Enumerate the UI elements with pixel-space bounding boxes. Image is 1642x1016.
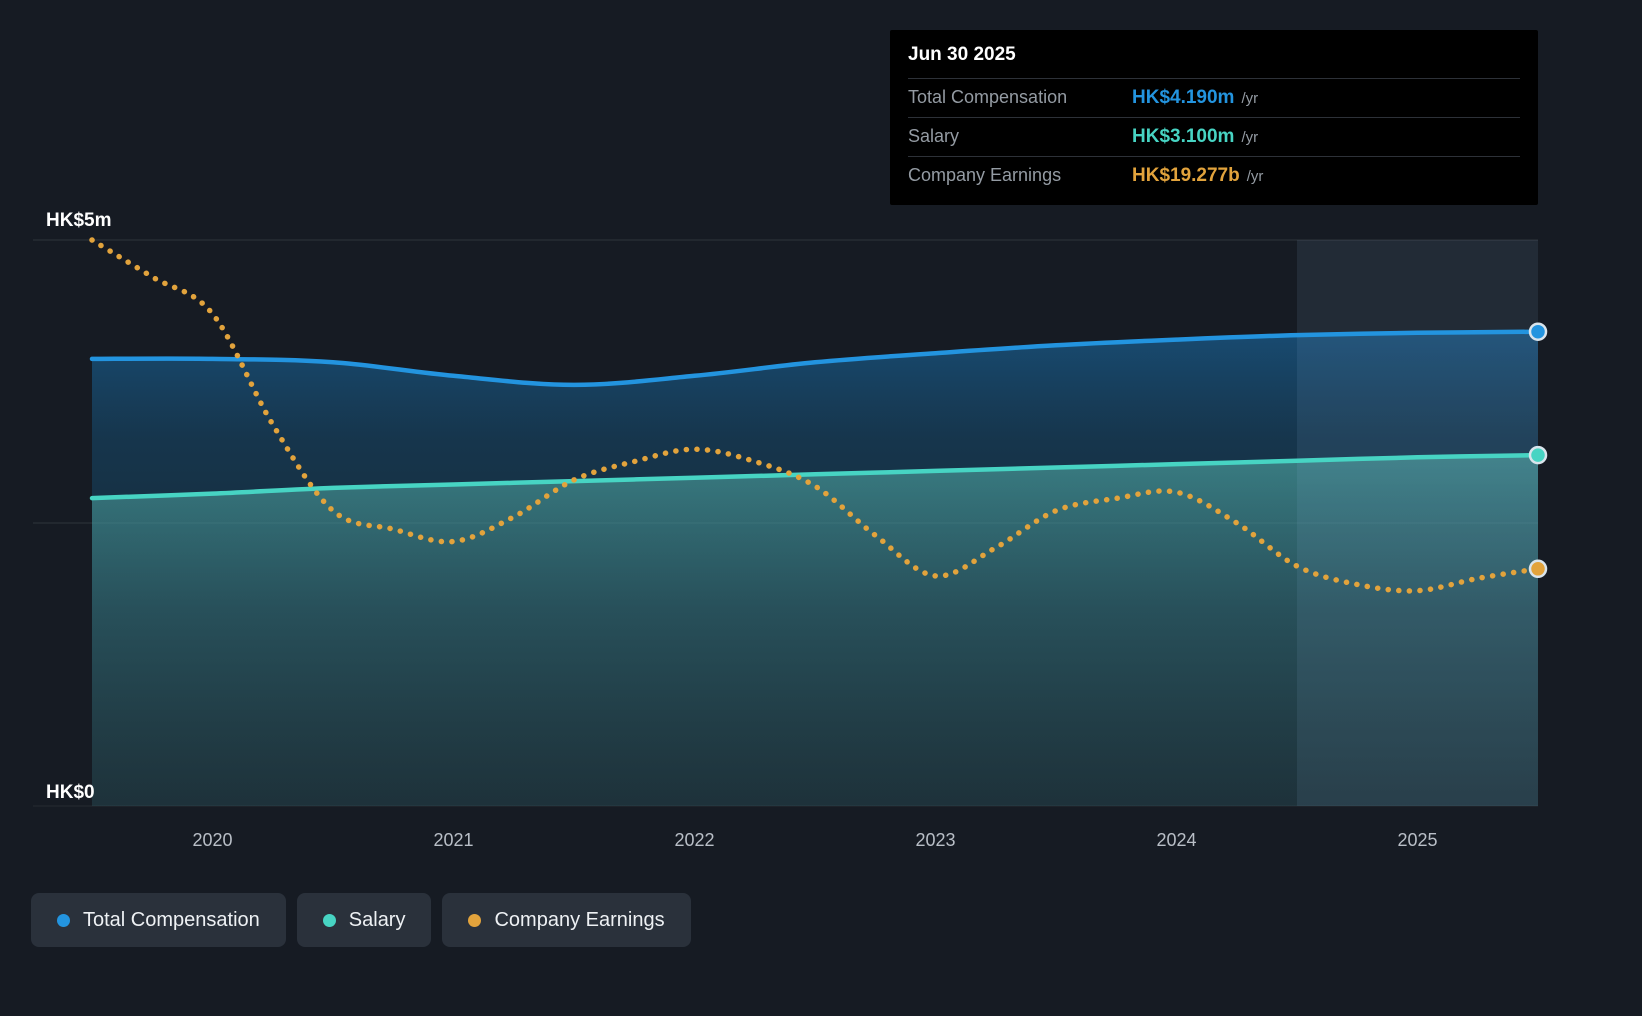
chart-tooltip: Jun 30 2025 Total Compensation HK$4.190m… — [890, 30, 1538, 205]
x-axis-label-2021: 2021 — [433, 830, 473, 850]
tooltip-label-salary: Salary — [908, 126, 960, 146]
x-axis-label-2024: 2024 — [1156, 830, 1196, 850]
legend-dot-salary — [322, 913, 336, 927]
series-line-company-earnings — [89, 237, 1541, 594]
legend-label-company-earnings: Company Earnings — [494, 908, 665, 931]
tooltip-date: Jun 30 2025 — [908, 44, 1016, 65]
tooltip-row-total-compensation: Total Compensation HK$4.190m /yr — [908, 78, 1520, 117]
legend-label-total-compensation: Total Compensation — [83, 908, 260, 931]
x-axis-label-2023: 2023 — [915, 830, 955, 850]
y-axis-label-bottom: HK$0 — [46, 782, 95, 803]
legend-dot-total-compensation — [57, 913, 70, 927]
y-axis-label-top: HK$5m — [46, 210, 111, 231]
series-line-salary — [89, 452, 1541, 501]
tooltip-suffix-company-earnings: /yr — [1246, 168, 1264, 185]
legend-item-company-earnings[interactable]: Company Earnings — [442, 893, 691, 947]
x-axis-label-2025: 2025 — [1397, 830, 1437, 850]
tooltip-label-total-compensation: Total Compensation — [908, 87, 1068, 107]
legend-dot-company-earnings — [468, 913, 482, 927]
legend-item-total-compensation[interactable]: Total Compensation — [31, 893, 286, 947]
chart-legend: Total Compensation Salary Company Earnin… — [31, 893, 691, 947]
series-endpoint-company-earnings — [1528, 559, 1548, 579]
tooltip-row-company-earnings: Company Earnings HK$19.277b /yr — [908, 156, 1520, 195]
tooltip-suffix-salary: /yr — [1241, 129, 1259, 146]
tooltip-value-total-compensation: HK$4.190m — [1132, 87, 1235, 108]
tooltip-value-salary: HK$3.100m — [1132, 126, 1235, 147]
tooltip-label-company-earnings: Company Earnings — [908, 165, 1062, 185]
series-endpoint-salary — [1528, 445, 1548, 465]
legend-item-salary[interactable]: Salary — [296, 893, 432, 947]
legend-label-salary: Salary — [348, 908, 406, 931]
x-axis-label-2022: 2022 — [674, 830, 714, 850]
tooltip-value-company-earnings: HK$19.277b — [1132, 165, 1240, 186]
x-axis-label-2020: 2020 — [192, 830, 232, 850]
tooltip-row-salary: Salary HK$3.100m /yr — [908, 117, 1520, 156]
tooltip-suffix-total-compensation: /yr — [1241, 90, 1259, 107]
series-line-total-compensation — [89, 329, 1541, 388]
forecast-highlight-band — [1297, 240, 1538, 806]
series-endpoint-total-compensation — [1528, 322, 1548, 341]
